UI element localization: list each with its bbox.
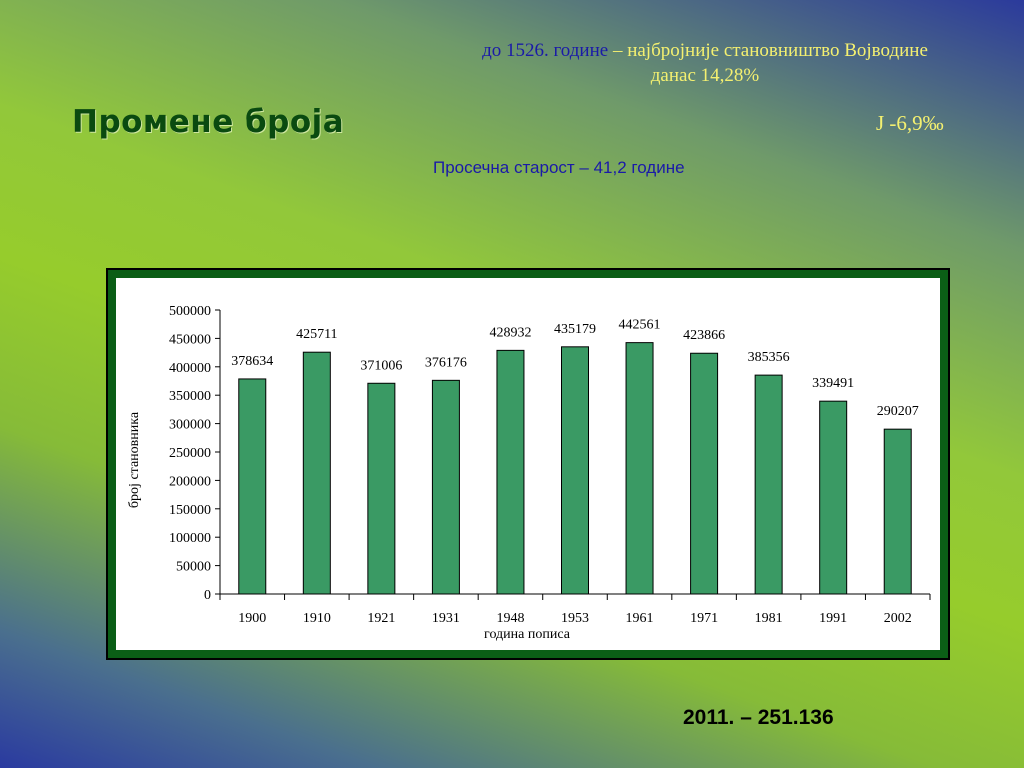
y-tick-label: 100000 [169,531,211,546]
slide-title: Промене броја [72,104,345,140]
bar-2002 [883,428,912,595]
data-label-1948: 428932 [489,325,531,340]
bar-1931 [431,379,460,595]
population-bar-chart: 0 50000 100000 150000 200000 250000 300000 3500… [127,304,931,642]
bar-1948 [496,349,525,595]
x-tick-label-1921: 1921 [367,611,395,626]
bar-1900 [238,378,267,595]
x-tick-label-1961: 1961 [626,611,654,626]
bar-1921 [367,382,396,595]
y-tick-label: 0 [204,588,211,603]
data-label-1991: 339491 [812,376,854,391]
bar-1971 [690,352,719,595]
y-tick-label: 400000 [169,361,211,376]
x-tick-label-1953: 1953 [561,611,589,626]
x-tick-label-1971: 1971 [690,611,718,626]
x-tick-label-1981: 1981 [755,611,783,626]
y-axis-label: број становника [127,411,142,508]
average-age: Просечна старост – 41,2 године [433,158,685,177]
bar-1953 [561,346,589,595]
x-tick-label-1931: 1931 [432,611,460,626]
data-label-1961: 442561 [619,318,661,333]
x-tick-label-1991: 1991 [819,611,847,626]
y-tick-label: 50000 [176,560,211,575]
historical-note: до 1526. године – најбројније становништ… [420,38,990,88]
data-label-1931: 376176 [425,355,467,370]
data-label-2002: 290207 [877,404,919,419]
data-label-1900: 378634 [231,354,273,369]
y-tick-label: 150000 [169,503,211,518]
share-today: данас 14,28% [650,65,760,86]
data-label-1921: 371006 [360,358,402,373]
historical-note-text: – најбројније становништво Војводине [608,40,928,61]
y-tick-label: 200000 [169,474,211,489]
chart-panel: 0 50000 100000 150000 200000 250000 300000 3500… [116,278,940,650]
y-tick-label: 450000 [169,332,211,347]
bar-1991 [819,400,848,595]
bar-1981 [754,374,783,595]
y-tick-label: 350000 [169,389,211,404]
historical-note-year: до 1526. године [482,40,609,61]
x-axis-label: година пописа [484,627,571,642]
chart-frame: 0 50000 100000 150000 200000 250000 300000 3500… [106,268,950,660]
x-tick-label-1900: 1900 [238,611,266,626]
x-tick-label-1948: 1948 [496,611,524,626]
growth-rate: Ј -6,9‰ [876,111,944,135]
bar-1910 [302,351,331,595]
y-tick-label: 250000 [169,446,211,461]
data-label-1981: 385356 [748,350,790,365]
y-tick-label: 300000 [169,418,211,433]
bar-1961 [625,342,654,595]
x-tick-label-2002: 2002 [884,611,912,626]
y-tick-label: 500000 [169,304,211,319]
data-label-1910: 425711 [296,327,337,342]
census-2011-note: 2011. – 251.136 [683,706,834,729]
data-label-1971: 423866 [683,328,725,343]
x-tick-label-1910: 1910 [303,611,331,626]
data-label-1953: 435179 [554,322,596,337]
